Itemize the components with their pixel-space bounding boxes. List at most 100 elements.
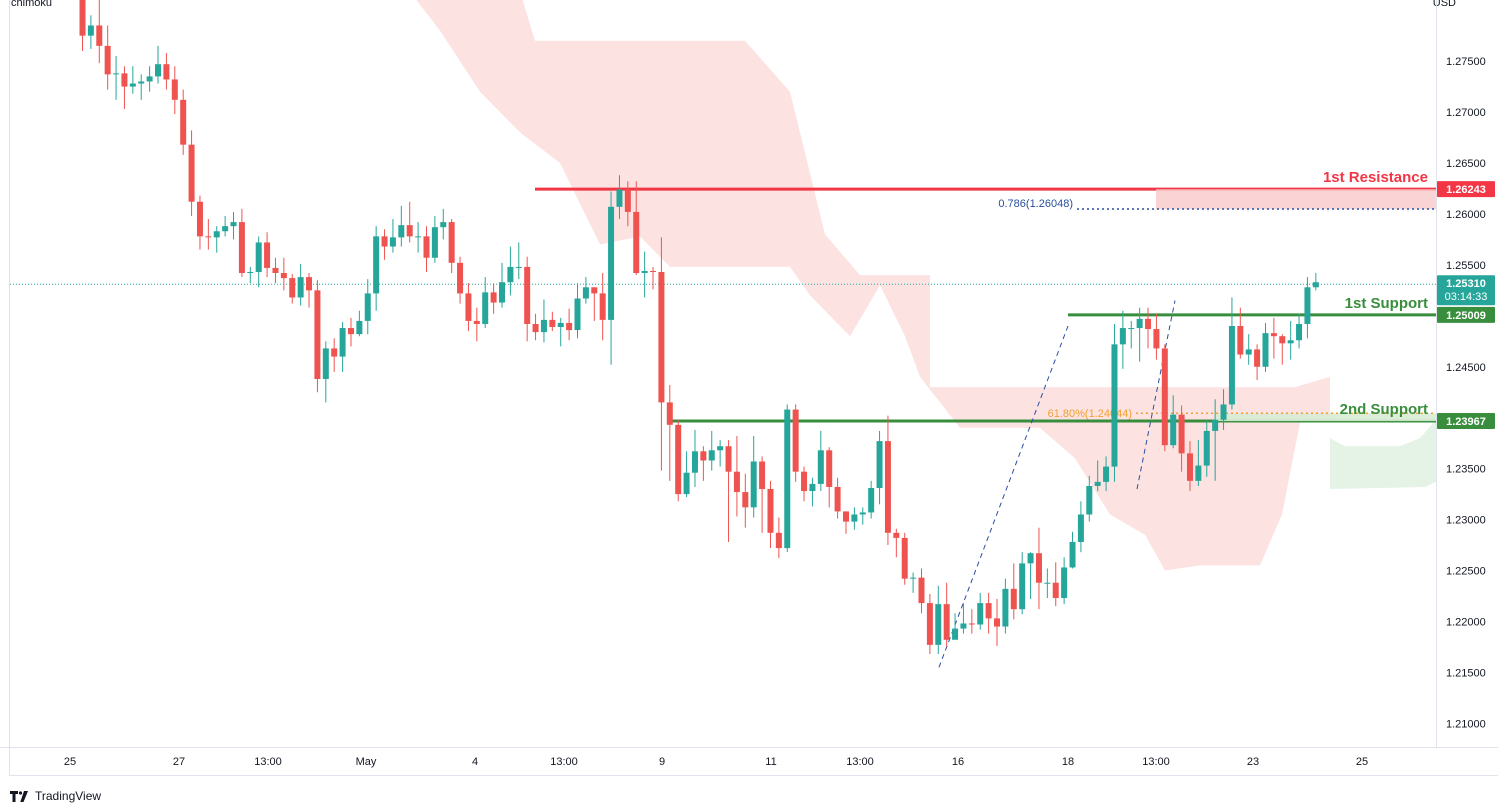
candle[interactable]: [952, 613, 959, 640]
candle[interactable]: [884, 415, 891, 546]
candle[interactable]: [1019, 552, 1026, 615]
candle[interactable]: [423, 226, 430, 273]
candle[interactable]: [1212, 399, 1219, 481]
candle[interactable]: [977, 592, 984, 630]
candle[interactable]: [557, 317, 564, 347]
candle[interactable]: [1044, 568, 1051, 599]
candle[interactable]: [566, 308, 573, 341]
candle[interactable]: [96, 0, 103, 64]
candle[interactable]: [347, 317, 354, 347]
candle[interactable]: [1220, 389, 1227, 430]
candle[interactable]: [641, 251, 648, 298]
candle[interactable]: [104, 25, 111, 90]
candle[interactable]: [1279, 334, 1286, 365]
candle[interactable]: [1228, 297, 1235, 410]
candle[interactable]: [163, 52, 170, 90]
candle[interactable]: [1094, 460, 1101, 492]
candle[interactable]: [1304, 277, 1311, 339]
candle[interactable]: [1312, 273, 1319, 291]
candle[interactable]: [943, 582, 950, 647]
candle[interactable]: [322, 341, 329, 403]
candle[interactable]: [574, 283, 581, 339]
candle[interactable]: [171, 66, 178, 115]
candle[interactable]: [775, 517, 782, 559]
candle[interactable]: [549, 311, 556, 332]
candle[interactable]: [457, 256, 464, 304]
candle[interactable]: [792, 404, 799, 482]
candle[interactable]: [1254, 344, 1261, 380]
candle[interactable]: [759, 456, 766, 533]
candle[interactable]: [1061, 557, 1068, 605]
candle[interactable]: [188, 130, 195, 216]
candle[interactable]: [465, 283, 472, 332]
candle[interactable]: [876, 430, 883, 505]
candle[interactable]: [331, 338, 338, 372]
candle[interactable]: [801, 466, 808, 502]
candle[interactable]: [1270, 317, 1277, 359]
candle[interactable]: [809, 477, 816, 507]
candle[interactable]: [1035, 527, 1042, 610]
candle[interactable]: [926, 593, 933, 655]
candle[interactable]: [146, 66, 153, 92]
candle[interactable]: [230, 211, 237, 240]
candle[interactable]: [817, 430, 824, 492]
candle[interactable]: [1111, 323, 1118, 482]
candle[interactable]: [306, 273, 313, 308]
candle[interactable]: [1287, 320, 1294, 360]
candle[interactable]: [750, 436, 757, 518]
candle[interactable]: [1237, 307, 1244, 359]
candle[interactable]: [683, 451, 690, 498]
candle[interactable]: [826, 447, 833, 508]
price-axis[interactable]: 1.27500 1.27000 1.26500 1.26000 1.25500 1.250…: [1446, 56, 1486, 730]
candle[interactable]: [767, 480, 774, 549]
candle[interactable]: [1161, 344, 1168, 452]
candle[interactable]: [272, 257, 279, 284]
candle[interactable]: [205, 219, 212, 250]
candle[interactable]: [289, 274, 296, 304]
candle[interactable]: [406, 201, 413, 243]
candle[interactable]: [138, 74, 145, 100]
candle[interactable]: [113, 56, 120, 100]
candle[interactable]: [616, 175, 623, 220]
candle[interactable]: [725, 440, 732, 542]
candle[interactable]: [121, 66, 128, 110]
candle[interactable]: [868, 480, 875, 519]
candle[interactable]: [264, 232, 271, 278]
candle[interactable]: [222, 215, 229, 237]
candle[interactable]: [717, 440, 724, 467]
candle[interactable]: [87, 15, 94, 49]
candle[interactable]: [255, 236, 262, 288]
candle[interactable]: [742, 473, 749, 528]
candle[interactable]: [1136, 307, 1143, 362]
candle[interactable]: [180, 89, 187, 155]
candle[interactable]: [473, 307, 480, 342]
candle[interactable]: [851, 507, 858, 530]
fib-trend-line-1[interactable]: [938, 325, 1069, 668]
candle[interactable]: [650, 266, 657, 290]
candle[interactable]: [968, 609, 975, 634]
candle[interactable]: [532, 313, 539, 341]
candle[interactable]: [398, 205, 405, 247]
candle[interactable]: [79, 0, 86, 51]
candle[interactable]: [582, 277, 589, 304]
candle[interactable]: [1296, 313, 1303, 349]
candle[interactable]: [608, 191, 615, 365]
candle[interactable]: [490, 283, 497, 314]
candle[interactable]: [842, 511, 849, 534]
candle[interactable]: [1077, 501, 1084, 553]
candle[interactable]: [935, 585, 942, 655]
candle[interactable]: [356, 310, 363, 337]
candle[interactable]: [507, 246, 514, 296]
candle[interactable]: [1128, 320, 1135, 349]
candle[interactable]: [196, 195, 203, 250]
candle[interactable]: [901, 532, 908, 585]
candle[interactable]: [994, 599, 1001, 646]
candle[interactable]: [910, 572, 917, 593]
candle[interactable]: [482, 277, 489, 329]
candle[interactable]: [213, 226, 220, 253]
candle[interactable]: [893, 528, 900, 558]
candle[interactable]: [1103, 456, 1110, 492]
candle[interactable]: [129, 66, 136, 94]
time-axis[interactable]: 25 27 13:00 May 4 13:00 9 11 13:00 16 18 13:00 23 25: [64, 756, 1368, 768]
candle[interactable]: [733, 436, 740, 517]
